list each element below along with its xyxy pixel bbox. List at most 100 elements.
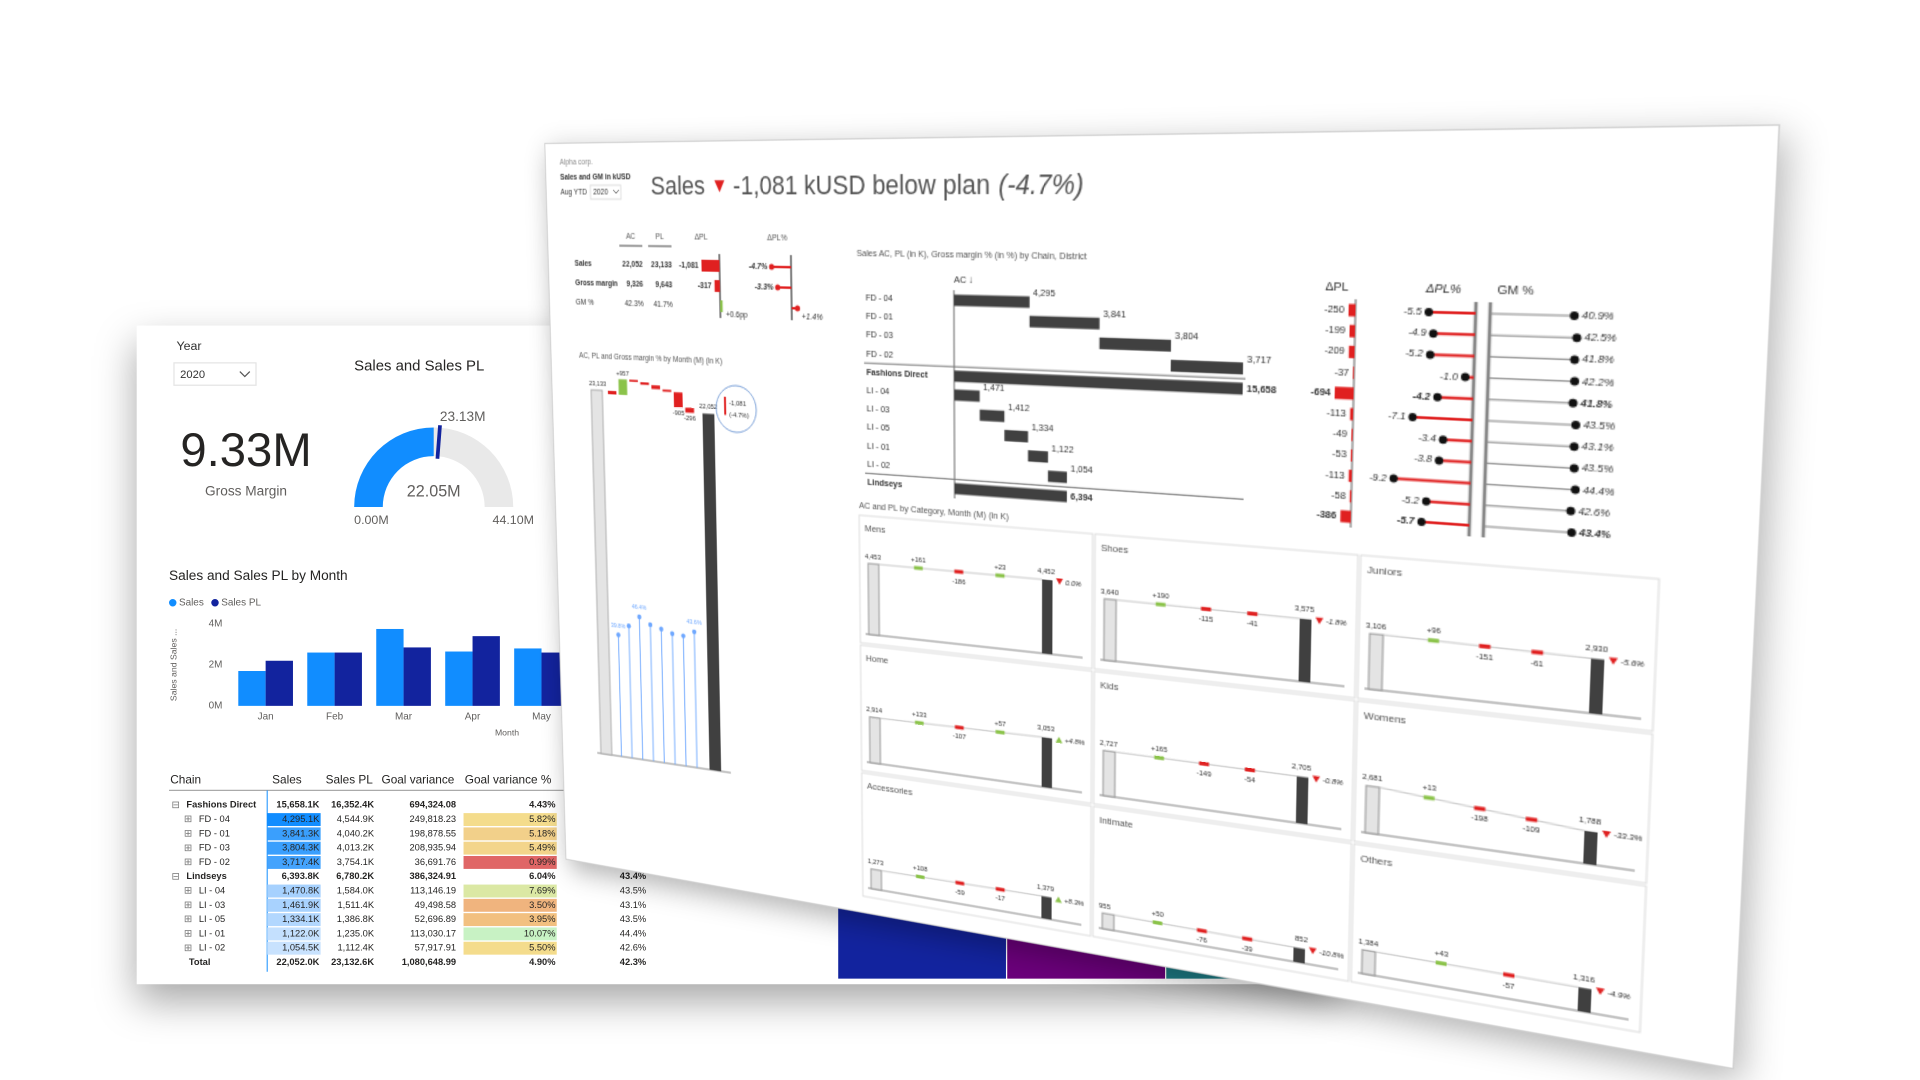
gm-stem	[1485, 463, 1574, 468]
cell: 42.3%	[620, 957, 647, 967]
gm-head	[1570, 376, 1580, 386]
row-label: FD - 04	[866, 292, 893, 304]
end-bar	[1588, 658, 1605, 715]
lollipop-head	[1433, 392, 1442, 402]
cell: 43.5%	[620, 885, 646, 895]
expand-icon: ⊟	[171, 800, 179, 811]
end-label: 1,379	[1037, 884, 1055, 894]
expand-icon: ⊞	[184, 886, 192, 897]
cell: 36,691.76	[415, 857, 456, 867]
panel-frame	[1094, 671, 1355, 841]
delta-pct-label: -3.3%	[755, 283, 774, 292]
delta-pct-label: -4.7%	[749, 263, 768, 272]
delta-label: -317	[698, 282, 712, 291]
delta-pct-label: -4.9	[1408, 326, 1426, 339]
delta-label: -53	[1332, 448, 1347, 461]
row-label: LI - 02	[199, 943, 225, 953]
ac-label: 1,412	[1008, 402, 1030, 414]
cell: 7.69%	[529, 885, 555, 895]
lollipop-stem	[639, 617, 642, 760]
ac-label: 1,471	[983, 381, 1004, 393]
gm-head	[1569, 463, 1579, 473]
gm-head	[1567, 528, 1577, 538]
delta-bar	[608, 390, 616, 395]
cell: 43.5%	[620, 914, 646, 924]
delta-bar	[720, 300, 723, 313]
delta-bar	[1340, 510, 1352, 523]
lollipop-head	[626, 623, 631, 629]
start-label: 2,914	[866, 707, 883, 716]
trend-marker	[1608, 657, 1618, 666]
lollipop-stem	[1394, 479, 1471, 484]
delta-label: -107	[953, 733, 967, 742]
delta-pct-label: -3.8	[1414, 452, 1433, 466]
gm-label: 46.4%	[632, 604, 647, 612]
lollipop-head	[1438, 435, 1448, 445]
expand-icon: ⊟	[171, 871, 179, 882]
panel-title: Accessories	[867, 781, 913, 798]
ac-label: 1,054	[1070, 462, 1092, 475]
start-bar	[591, 390, 612, 755]
ac-label: 3,804	[1175, 330, 1199, 343]
delta-pct-label: -1.0	[1440, 369, 1460, 382]
cell: 22,052.0K	[276, 957, 319, 967]
delta-pct-label: +1.4%	[802, 313, 823, 322]
lollipop-head	[681, 633, 686, 639]
delta-pct-label: -4.2	[1412, 389, 1432, 402]
lollipop-stem	[1426, 501, 1470, 504]
delta-tick	[914, 720, 924, 726]
lollipop-head	[1417, 517, 1426, 527]
start-label: 955	[1099, 902, 1112, 911]
delta-bar	[1348, 345, 1355, 359]
ac-label: 3,717	[1247, 353, 1272, 366]
delta-label: -17	[995, 895, 1005, 904]
gm-label: 41.8%	[1582, 353, 1615, 367]
cell: 44.4%	[620, 928, 646, 938]
delta-label: +957	[616, 371, 630, 379]
delta-label: +13	[1422, 785, 1437, 795]
lollipop-head	[659, 626, 664, 632]
chart-title: AC and PL by Category, Month (M) (in K)	[859, 500, 1009, 523]
gm-stem	[1487, 421, 1576, 425]
end-bar	[1293, 947, 1306, 964]
delta-bar	[673, 392, 683, 408]
gm-stem	[1484, 526, 1572, 532]
filter-dropdown[interactable]	[173, 362, 257, 386]
start-label: 23,133	[589, 380, 607, 388]
cell: 5.50%	[529, 943, 555, 953]
cell: 113,146.19	[410, 885, 456, 895]
lollipop-stem	[618, 635, 621, 757]
lollipop-stem	[1429, 312, 1476, 313]
ac-bar	[1029, 315, 1100, 330]
ac-bar	[1027, 450, 1049, 463]
gm-label: 43.4%	[1577, 526, 1611, 541]
gm-label: 44.4%	[1583, 483, 1616, 498]
gm-label: 39.8%	[611, 622, 626, 630]
end-label: 852	[1295, 936, 1309, 946]
year-slicer[interactable]	[590, 185, 621, 199]
pct-label: -33.3%	[1614, 833, 1644, 845]
gm-label: 43.5%	[1583, 418, 1616, 433]
delta-tick	[1435, 960, 1447, 967]
cell: 1,122.0K	[282, 928, 320, 938]
legend-label: Sales	[179, 597, 204, 608]
end-bar	[1041, 579, 1053, 655]
gm-label: 43.5%	[1581, 461, 1614, 476]
delta-bar	[1349, 324, 1356, 338]
delta-tick	[995, 729, 1005, 735]
expand-icon: ⊞	[184, 814, 192, 825]
delta-tick	[1242, 936, 1253, 942]
delta-tick	[995, 886, 1005, 892]
chart-title: Sales AC, PL (in K), Gross margin % (in …	[857, 247, 1088, 262]
title-part: ▼	[711, 174, 728, 197]
ac-label: 1,334	[1031, 422, 1053, 435]
variance-callout	[716, 385, 757, 434]
cell-bar	[267, 884, 321, 898]
row-label: Fashions Direct	[866, 366, 928, 380]
end-label: 2,930	[1585, 645, 1609, 656]
start-bar	[1365, 786, 1379, 835]
cell: 4.90%	[529, 957, 556, 967]
delta-tick	[1474, 805, 1486, 812]
start-bar	[871, 869, 882, 890]
row-label: LI - 03	[867, 403, 890, 415]
